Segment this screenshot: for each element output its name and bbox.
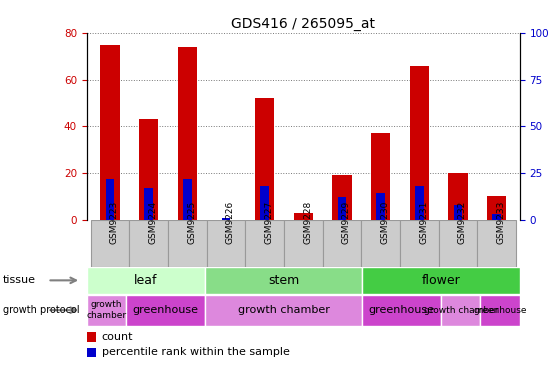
Bar (400, 220, 439, 267)
Bar (129, 220, 168, 267)
Text: GSM9231: GSM9231 (419, 200, 428, 244)
Bar (361, 220, 400, 267)
Bar (91, 220, 129, 267)
Bar (454, 205, 462, 220)
Bar (410, 66, 429, 220)
Bar (362, 267, 520, 294)
Text: GSM9225: GSM9225 (187, 200, 196, 244)
Text: growth protocol: growth protocol (3, 305, 79, 315)
Bar (205, 267, 362, 294)
Bar (448, 173, 468, 220)
Text: percentile rank within the sample: percentile rank within the sample (102, 347, 290, 358)
Bar (260, 186, 269, 220)
Bar (481, 295, 520, 326)
Text: GSM9232: GSM9232 (458, 200, 467, 244)
Text: GSM9227: GSM9227 (264, 200, 273, 244)
Bar (284, 220, 323, 267)
Text: tissue: tissue (3, 275, 36, 285)
Bar (323, 220, 361, 267)
Bar (245, 220, 284, 267)
Bar (87, 295, 126, 326)
Text: leaf: leaf (134, 274, 158, 287)
Text: GSM9230: GSM9230 (381, 200, 390, 244)
Bar (183, 179, 192, 220)
Text: growth chamber: growth chamber (238, 305, 329, 315)
Bar (441, 295, 481, 326)
Bar (415, 186, 424, 220)
Text: flower: flower (421, 274, 461, 287)
Bar (205, 295, 362, 326)
Text: GSM9224: GSM9224 (149, 201, 158, 243)
Text: stem: stem (268, 274, 299, 287)
Bar (362, 295, 441, 326)
Bar (338, 197, 346, 220)
Bar (144, 188, 153, 220)
Bar (492, 214, 501, 220)
Text: GSM9226: GSM9226 (226, 200, 235, 244)
Text: growth
chamber: growth chamber (86, 300, 126, 320)
Text: greenhouse: greenhouse (132, 305, 198, 315)
Bar (100, 45, 120, 220)
Title: GDS416 / 265095_at: GDS416 / 265095_at (231, 16, 375, 30)
Text: greenhouse: greenhouse (473, 306, 527, 315)
Bar (126, 295, 205, 326)
Bar (477, 220, 516, 267)
Bar (255, 98, 274, 220)
Text: GSM9223: GSM9223 (110, 200, 119, 244)
Bar (168, 220, 207, 267)
Bar (439, 220, 477, 267)
Bar (106, 179, 114, 220)
Text: growth chamber: growth chamber (424, 306, 498, 315)
Bar (139, 119, 158, 220)
Bar (87, 267, 205, 294)
Text: GSM9228: GSM9228 (304, 200, 312, 244)
Bar (221, 218, 230, 220)
Text: GSM9229: GSM9229 (342, 200, 351, 244)
Bar (332, 175, 352, 220)
Bar (293, 213, 313, 220)
Text: GSM9233: GSM9233 (496, 200, 506, 244)
Bar (207, 220, 245, 267)
Bar (87, 348, 96, 357)
Bar (371, 133, 390, 220)
Bar (376, 194, 385, 220)
Bar (178, 47, 197, 220)
Text: count: count (102, 332, 133, 342)
Text: greenhouse: greenhouse (369, 305, 435, 315)
Bar (487, 196, 506, 220)
Bar (87, 332, 96, 341)
